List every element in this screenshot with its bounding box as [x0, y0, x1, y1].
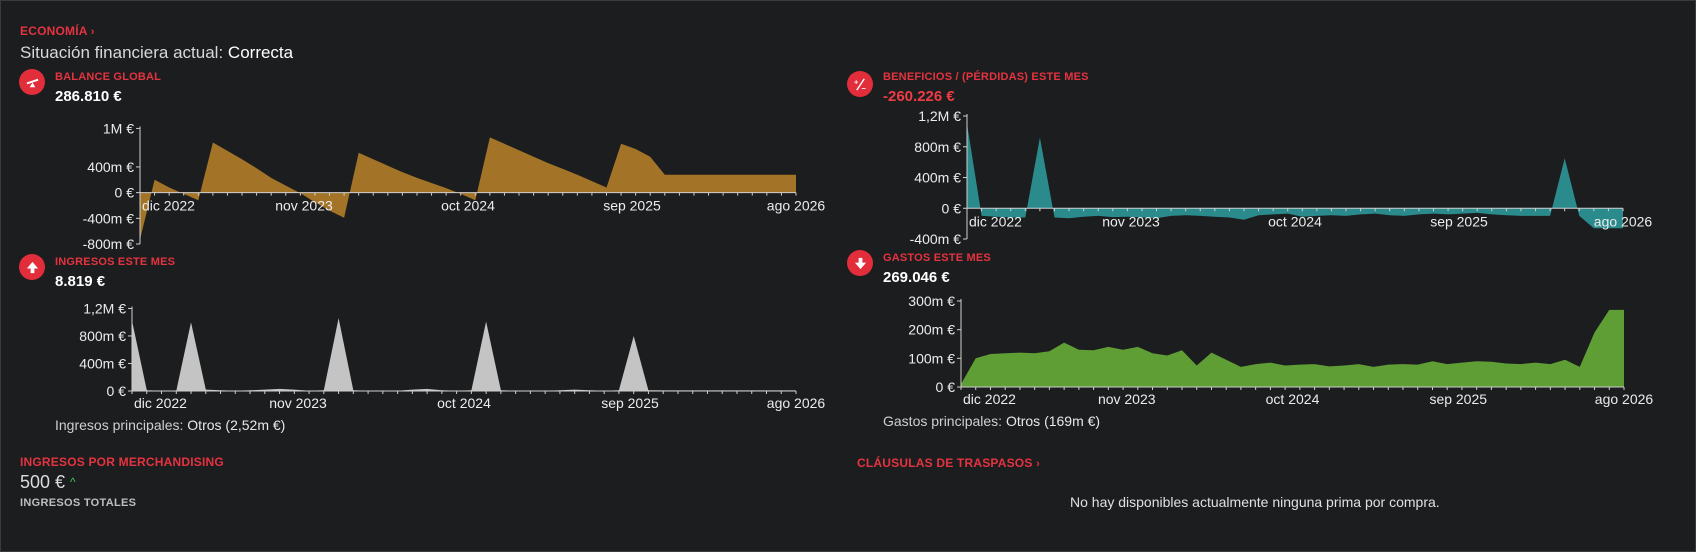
expenses-y-tick-label: 0 € — [936, 379, 956, 395]
income-y-tick-label: 400m € — [79, 355, 126, 371]
income-x-tick-label: ago 2026 — [767, 395, 826, 411]
balance-y-tick-label: -800m € — [83, 236, 135, 252]
balance-x-tick-label: sep 2025 — [603, 198, 661, 214]
expenses-x-tick-label: sep 2025 — [1429, 391, 1487, 407]
expenses-label: GASTOS ESTE MES — [883, 252, 991, 264]
income-x-tick-label: sep 2025 — [601, 395, 659, 411]
income-value: 8.819 € — [55, 273, 106, 290]
seesaw-balance-icon — [19, 69, 45, 95]
merch-value: 500 € — [20, 472, 66, 492]
expenses-y-tick-label: 300m € — [908, 293, 955, 309]
income-y-tick-label: 0 € — [107, 383, 127, 399]
financial-status: Situación financiera actual: Correcta — [20, 43, 293, 63]
transfers-title: CLÁUSULAS DE TRASPASOS — [857, 456, 1033, 470]
merch-total: 500 € ^ — [20, 472, 76, 493]
arrow-down-icon — [847, 250, 873, 276]
balance-y-tick-label: 0 € — [115, 185, 135, 201]
balance-x-tick-label: oct 2024 — [441, 198, 495, 214]
transfers-empty-message: No hay disponibles actualmente ninguna p… — [1070, 494, 1440, 510]
expenses-area-series — [961, 309, 1624, 387]
plus-minus-icon: + − — [847, 71, 873, 97]
profit-x-tick-label: sep 2025 — [1430, 213, 1488, 229]
balance-x-tick-label: dic 2022 — [142, 198, 195, 214]
section-title-link[interactable]: ECONOMÍA › — [20, 24, 95, 38]
income-y-tick-label: 1,2M € — [83, 300, 126, 316]
income-y-tick-label: 800m € — [79, 328, 126, 344]
profit-y-tick-label: 0 € — [942, 200, 962, 216]
chevron-right-icon: › — [1036, 458, 1040, 470]
balance-x-tick-label: ago 2026 — [767, 198, 826, 214]
expenses-x-tick-label: ago 2026 — [1595, 391, 1654, 407]
profit-y-tick-label: -400m € — [910, 231, 962, 247]
expenses-main-label: Gastos principales: — [883, 413, 1003, 429]
profit-x-tick-label: ago 2026 — [1594, 213, 1653, 229]
expenses-y-tick-label: 200m € — [908, 322, 955, 338]
arrow-up-icon — [19, 254, 45, 280]
profit-x-tick-label: dic 2022 — [969, 213, 1022, 229]
merch-caption: INGRESOS TOTALES — [20, 497, 137, 509]
balance-y-tick-label: -400m € — [83, 210, 135, 226]
expenses-value: 269.046 € — [883, 269, 950, 286]
expenses-main-value: Otros (169m €) — [1005, 413, 1101, 429]
balance-y-tick-label: 1M € — [103, 120, 134, 136]
chevron-right-icon: › — [90, 26, 95, 38]
income-main-value: Otros (2,52m €) — [187, 417, 286, 433]
transfers-title-link[interactable]: CLÁUSULAS DE TRASPASOS › — [857, 456, 1040, 470]
profit-y-tick-label: 400m € — [914, 170, 961, 186]
income-area-series — [132, 318, 796, 391]
income-x-tick-label: oct 2024 — [437, 395, 491, 411]
income-x-tick-label: nov 2023 — [269, 395, 327, 411]
expenses-x-tick-label: dic 2022 — [963, 391, 1016, 407]
balance-label: BALANCE GLOBAL — [55, 71, 162, 83]
profit-x-tick-label: nov 2023 — [1102, 213, 1160, 229]
profit-x-tick-label: oct 2024 — [1268, 213, 1322, 229]
svg-text:−: − — [861, 84, 866, 92]
income-main-source: Ingresos principales: Otros (2,52m €) — [55, 417, 285, 433]
financial-status-label: Situación financiera actual: — [20, 43, 224, 62]
income-label: INGRESOS ESTE MES — [55, 256, 176, 268]
balance-x-tick-label: nov 2023 — [275, 198, 333, 214]
profit-label: BENEFICIOS / (PÉRDIDAS) ESTE MES — [883, 71, 1089, 83]
expenses-main-source: Gastos principales: Otros (169m €) — [883, 413, 1100, 429]
income-main-label: Ingresos principales: — [55, 417, 184, 433]
profit-value: -260.226 € — [883, 88, 955, 105]
expenses-x-tick-label: nov 2023 — [1098, 391, 1156, 407]
svg-text:+: + — [853, 77, 858, 86]
section-title: ECONOMÍA — [20, 24, 88, 38]
caret-up-icon: ^ — [70, 475, 76, 489]
merch-title: INGRESOS POR MERCHANDISING — [20, 455, 224, 469]
expenses-x-tick-label: oct 2024 — [1266, 391, 1320, 407]
balance-value: 286.810 € — [55, 88, 122, 105]
financial-status-value: Correcta — [227, 43, 294, 62]
expenses-y-tick-label: 100m € — [908, 350, 955, 366]
profit-y-tick-label: 1,2M € — [918, 108, 961, 124]
balance-y-tick-label: 400m € — [87, 159, 134, 175]
balance-area-series — [140, 137, 796, 240]
profit-y-tick-label: 800m € — [914, 139, 961, 155]
income-x-tick-label: dic 2022 — [134, 395, 187, 411]
